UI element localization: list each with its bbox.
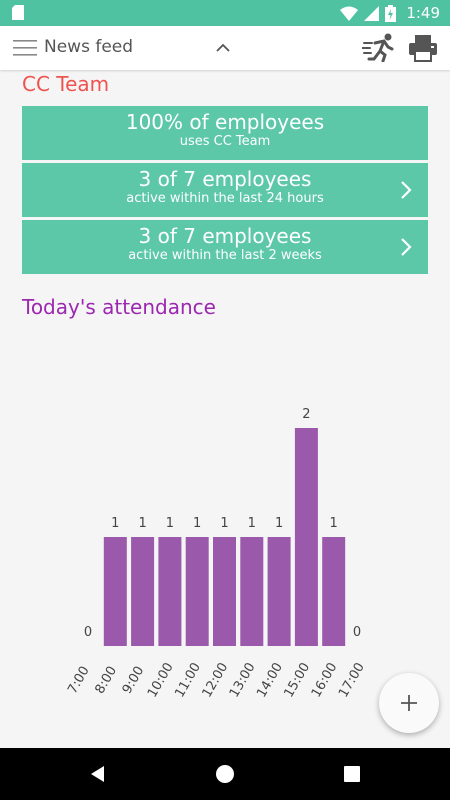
x-tick-10:00: 10:00 <box>145 660 177 700</box>
x-tick-16:00: 16:00 <box>309 660 341 700</box>
chevron-right-icon <box>401 238 412 256</box>
card-headline: 3 of 7 employees <box>138 167 312 191</box>
x-tick-8:00: 8:00 <box>92 664 120 697</box>
x-tick-9:00: 9:00 <box>120 664 148 697</box>
attendance-chart: 07:0018:0019:00110:00111:00112:00113:001… <box>65 407 368 700</box>
bar-12:00 <box>213 537 236 646</box>
data-label-7:00: 0 <box>84 625 92 640</box>
bar-14:00 <box>267 537 291 646</box>
card-subtext: active within the last 2 weeks <box>128 248 322 263</box>
menu-icon[interactable] <box>13 40 37 56</box>
data-label-13:00: 1 <box>248 516 256 531</box>
cc-team-title: CC Team <box>22 72 110 96</box>
recents-icon[interactable] <box>342 764 362 784</box>
battery-charging-icon <box>385 4 397 22</box>
data-label-8:00: 1 <box>111 516 119 531</box>
status-time: 1:49 <box>406 4 440 22</box>
card-subtext: active within the last 24 hours <box>126 191 324 206</box>
bar-11:00 <box>185 537 209 646</box>
chevron-up-icon[interactable] <box>214 40 232 54</box>
card-subtext: uses CC Team <box>179 134 271 149</box>
data-label-17:00: 0 <box>353 625 361 640</box>
sd-card-icon <box>12 5 24 20</box>
x-tick-7:00: 7:00 <box>65 664 93 697</box>
card-headline: 3 of 7 employees <box>138 224 312 248</box>
signal-icon <box>364 5 380 21</box>
x-tick-13:00: 13:00 <box>227 660 259 700</box>
x-tick-17:00: 17:00 <box>336 660 368 700</box>
bar-13:00 <box>240 537 264 646</box>
plus-icon <box>401 695 417 711</box>
data-label-10:00: 1 <box>166 516 174 531</box>
data-label-15:00: 2 <box>302 407 310 422</box>
running-person-icon[interactable] <box>362 32 396 62</box>
data-label-16:00: 1 <box>330 516 338 531</box>
card-headline: 100% of employees <box>125 110 325 134</box>
bar-10:00 <box>158 537 182 646</box>
active-24h-card[interactable]: 3 of 7 employees active within the last … <box>22 163 428 217</box>
status-bar: 1:49 <box>0 0 450 26</box>
active-2weeks-card[interactable]: 3 of 7 employees active within the last … <box>22 220 428 274</box>
bar-9:00 <box>131 537 155 646</box>
x-tick-15:00: 15:00 <box>282 660 314 700</box>
x-tick-12:00: 12:00 <box>200 660 232 700</box>
bar-16:00 <box>322 537 346 646</box>
data-label-12:00: 1 <box>220 516 228 531</box>
status-icons: 1:49 <box>340 3 440 23</box>
printer-icon[interactable] <box>407 33 439 63</box>
data-label-11:00: 1 <box>193 516 201 531</box>
add-button[interactable] <box>379 673 439 733</box>
data-label-9:00: 1 <box>138 516 146 531</box>
bar-8:00 <box>103 537 127 646</box>
wifi-icon <box>340 6 359 21</box>
system-nav-bar <box>0 748 450 800</box>
bar-15:00 <box>294 428 318 646</box>
x-tick-11:00: 11:00 <box>172 660 204 700</box>
x-tick-14:00: 14:00 <box>254 660 286 700</box>
home-icon[interactable] <box>215 764 235 784</box>
data-label-14:00: 1 <box>275 516 283 531</box>
page-title[interactable]: News feed <box>44 37 134 57</box>
app-bar: News feed <box>0 26 450 70</box>
chevron-right-icon <box>401 181 412 199</box>
back-icon[interactable] <box>88 764 108 784</box>
employees-usage-card: 100% of employees uses CC Team <box>22 106 428 160</box>
attendance-title: Today's attendance <box>22 295 216 319</box>
